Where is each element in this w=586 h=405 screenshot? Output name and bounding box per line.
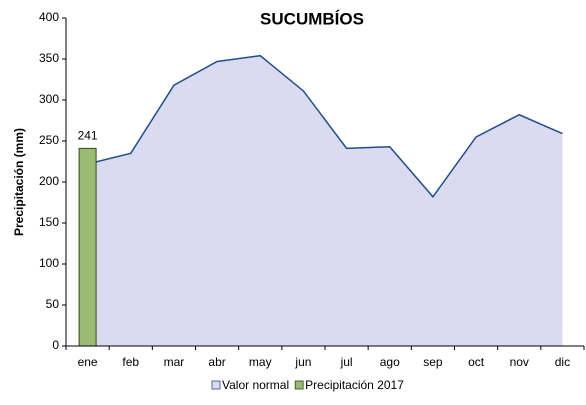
x-tick-label: feb xyxy=(122,355,139,369)
y-tick-label: 0 xyxy=(52,338,59,352)
bar xyxy=(78,147,97,347)
y-tick-label: 50 xyxy=(46,297,60,311)
y-tick-label: 350 xyxy=(39,51,59,65)
legend-swatch xyxy=(211,380,221,390)
y-tick-label: 400 xyxy=(39,10,59,24)
x-tick-label: oct xyxy=(468,355,485,369)
y-tick-label: 250 xyxy=(39,133,59,147)
y-tick-label: 100 xyxy=(39,256,59,270)
legend-label: Precipitación 2017 xyxy=(305,378,404,392)
legend-label: Valor normal xyxy=(222,378,289,392)
data-label: 241 xyxy=(78,129,98,143)
x-tick-label: ene xyxy=(78,355,98,369)
x-tick-label: sep xyxy=(423,355,443,369)
x-tick-label: may xyxy=(249,355,272,369)
area xyxy=(87,55,563,346)
x-tick-label: mar xyxy=(164,355,185,369)
area-line xyxy=(87,54,563,198)
x-tick-label: dic xyxy=(555,355,570,369)
y-tick-label: 300 xyxy=(39,92,59,106)
legend-swatch xyxy=(294,380,304,390)
y-tick-label: 150 xyxy=(39,215,59,229)
x-tick-label: jun xyxy=(294,355,311,369)
x-tick-label: ago xyxy=(380,355,400,369)
x-tick-label: nov xyxy=(510,355,529,369)
chart-title: SUCUMBÍOS xyxy=(260,9,364,28)
y-axis-label: Precipitación (mm) xyxy=(12,128,26,236)
y-tick-label: 200 xyxy=(39,174,59,188)
x-tick-label: jul xyxy=(340,355,353,369)
x-tick-label: abr xyxy=(208,355,225,369)
